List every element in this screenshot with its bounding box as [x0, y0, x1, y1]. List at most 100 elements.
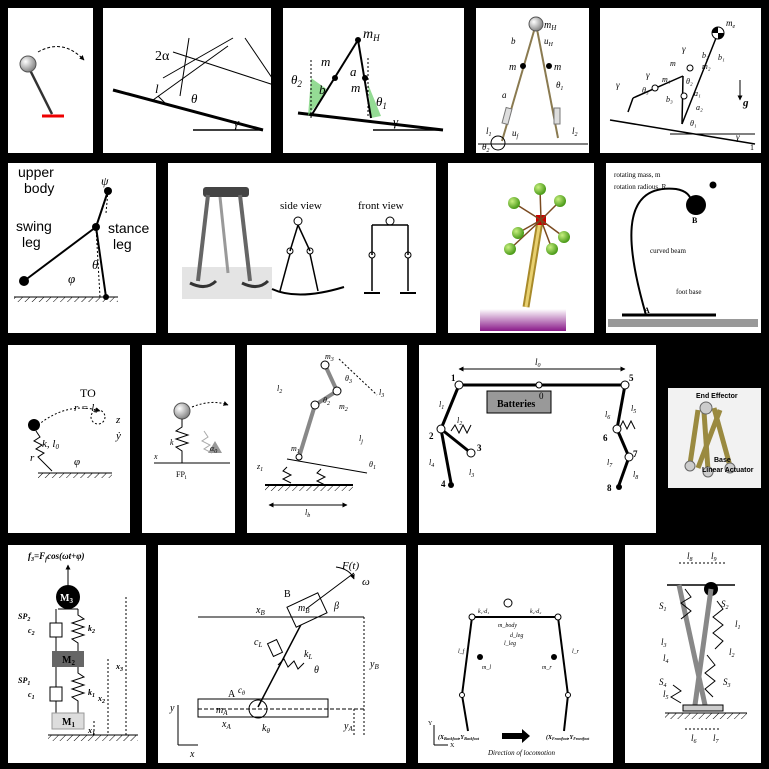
label-l-leg: l_leg: [504, 641, 516, 647]
label-theta1: θ1: [556, 80, 563, 92]
label-n7: 7: [633, 449, 638, 459]
label-b2: b₂: [702, 51, 709, 60]
label-m-left: m: [321, 54, 330, 69]
mass-m2: [686, 64, 694, 72]
label-c1: c1: [28, 690, 35, 701]
front-lower: [439, 428, 453, 484]
label-yB: yB: [369, 659, 379, 671]
label-x: x: [189, 749, 195, 760]
label-lb: lb: [305, 508, 310, 519]
label-FP: FPi: [176, 470, 187, 481]
mass-m: [680, 92, 688, 100]
ball-6: [546, 243, 558, 255]
label-gamma-3: γ: [682, 44, 686, 54]
body-top: [503, 598, 513, 608]
label-stance-leg: leg: [113, 236, 132, 252]
back-leg-upper: [461, 616, 473, 696]
label-l9: l9: [711, 551, 717, 563]
label-TO: TO: [80, 386, 96, 400]
label-b3: b₃: [666, 95, 673, 104]
label-M1: M1: [62, 717, 75, 729]
ball-4: [558, 231, 570, 243]
spring-biped-diagram: l8 l9 S1 S2 l1 l2 l3 l4 l5 S3 S4 l6 l7: [659, 551, 747, 745]
label-l-r: l_r: [572, 649, 580, 655]
cross-line-1: [172, 51, 271, 85]
label-swing: swing: [16, 218, 52, 234]
label-X: X: [450, 743, 455, 749]
theta2-wedge: [308, 78, 328, 116]
label-phi: φ: [68, 271, 75, 286]
label-k-l0: k, l0: [42, 438, 59, 451]
l-marker: [157, 95, 166, 104]
spring-k2: [70, 609, 86, 651]
panel-compass-slope: 2α l θ γ: [103, 8, 271, 153]
hop-arc: [191, 401, 229, 408]
label-m1: m₁: [662, 75, 671, 84]
rear-spring: [618, 419, 636, 431]
foot-plate: [682, 704, 724, 712]
side-thigh-1: [289, 224, 299, 252]
shank: [297, 404, 317, 458]
label-S1: S1: [659, 601, 667, 613]
battery-box: [486, 390, 552, 414]
label-l1: l1: [735, 619, 741, 631]
label-xA: xA: [221, 719, 231, 731]
back-leg-mass: [477, 654, 483, 660]
ball-2: [554, 195, 566, 207]
label-A: A: [228, 689, 236, 700]
label-l7: l7: [607, 458, 613, 469]
label-m: m: [670, 59, 676, 68]
label-theta: θ: [191, 91, 198, 106]
side-shank-1: [279, 253, 291, 292]
base-joint-2: [724, 462, 736, 474]
hip-mass: [355, 37, 361, 43]
foot-actuator-left: [501, 106, 513, 126]
swing-shank: [627, 97, 634, 113]
label-ydot: ẏ: [115, 430, 121, 442]
label-gamma-1: γ: [616, 80, 620, 90]
label-mH: mH: [544, 20, 557, 32]
label-front-view: front view: [358, 200, 404, 212]
label-theta2: θ2: [482, 142, 489, 153]
label-psi: ψ: [101, 174, 109, 188]
compass-walker-diagram: mH m a b m θ2 θ1 γ: [291, 27, 444, 132]
joints: [459, 613, 571, 698]
label-theta: θ: [92, 257, 99, 272]
force-line: [305, 572, 355, 610]
leg-l: [152, 45, 229, 101]
swing-arrow: [37, 46, 85, 61]
locomotion-diagram: k₁·d₁ k₂·d₂ m_body d_leg l_leg l_f l_r m…: [428, 598, 590, 757]
spring-left: [281, 466, 293, 484]
side-curved-foot: [271, 286, 345, 296]
ground-hatch: [14, 297, 118, 302]
panel-robot-views: side view front view: [168, 163, 436, 333]
label-linear-actuator: Linear Actuator: [702, 467, 754, 474]
back-leg-lower: [461, 694, 469, 732]
label-mB: mB: [298, 603, 310, 615]
label-one: 1: [750, 143, 754, 152]
label-B: B: [284, 589, 291, 600]
base-joint-1: [684, 460, 696, 472]
label-k1: k1: [88, 688, 95, 699]
base-joint-3: [702, 466, 714, 478]
label-swing-leg: leg: [22, 234, 41, 250]
quadruped-diagram: l0 Batteries 0 1 2 3 4 5 6 7 8 l1 l2 l3 …: [429, 357, 638, 493]
label-n4: 4: [441, 479, 446, 489]
purple-base: [480, 309, 566, 331]
rotating-link-diagram: F(t) ω B mB β xB cL kL θ yB cθ A mA xA k…: [169, 560, 379, 760]
label-n8: 8: [607, 483, 612, 493]
robot-views-diagram: side view front view: [182, 187, 416, 299]
label-me: me: [726, 18, 736, 30]
label-beta: β: [333, 601, 339, 612]
foot-8: [616, 484, 622, 490]
takeoff-ghost: [90, 409, 106, 425]
body-mass: [28, 419, 40, 431]
label-mH: mH: [363, 27, 380, 43]
label-k1-d1: k₁·d₁: [478, 609, 489, 615]
slope-line: [609, 119, 756, 145]
curved-beam-diagram: rotating mass, m rotation radious, R B c…: [608, 171, 758, 327]
hip-mass: [528, 16, 544, 32]
label-base: Base: [714, 457, 731, 464]
label-direction: Direction of locomotion: [487, 749, 556, 757]
label-l2: l2: [572, 126, 578, 138]
